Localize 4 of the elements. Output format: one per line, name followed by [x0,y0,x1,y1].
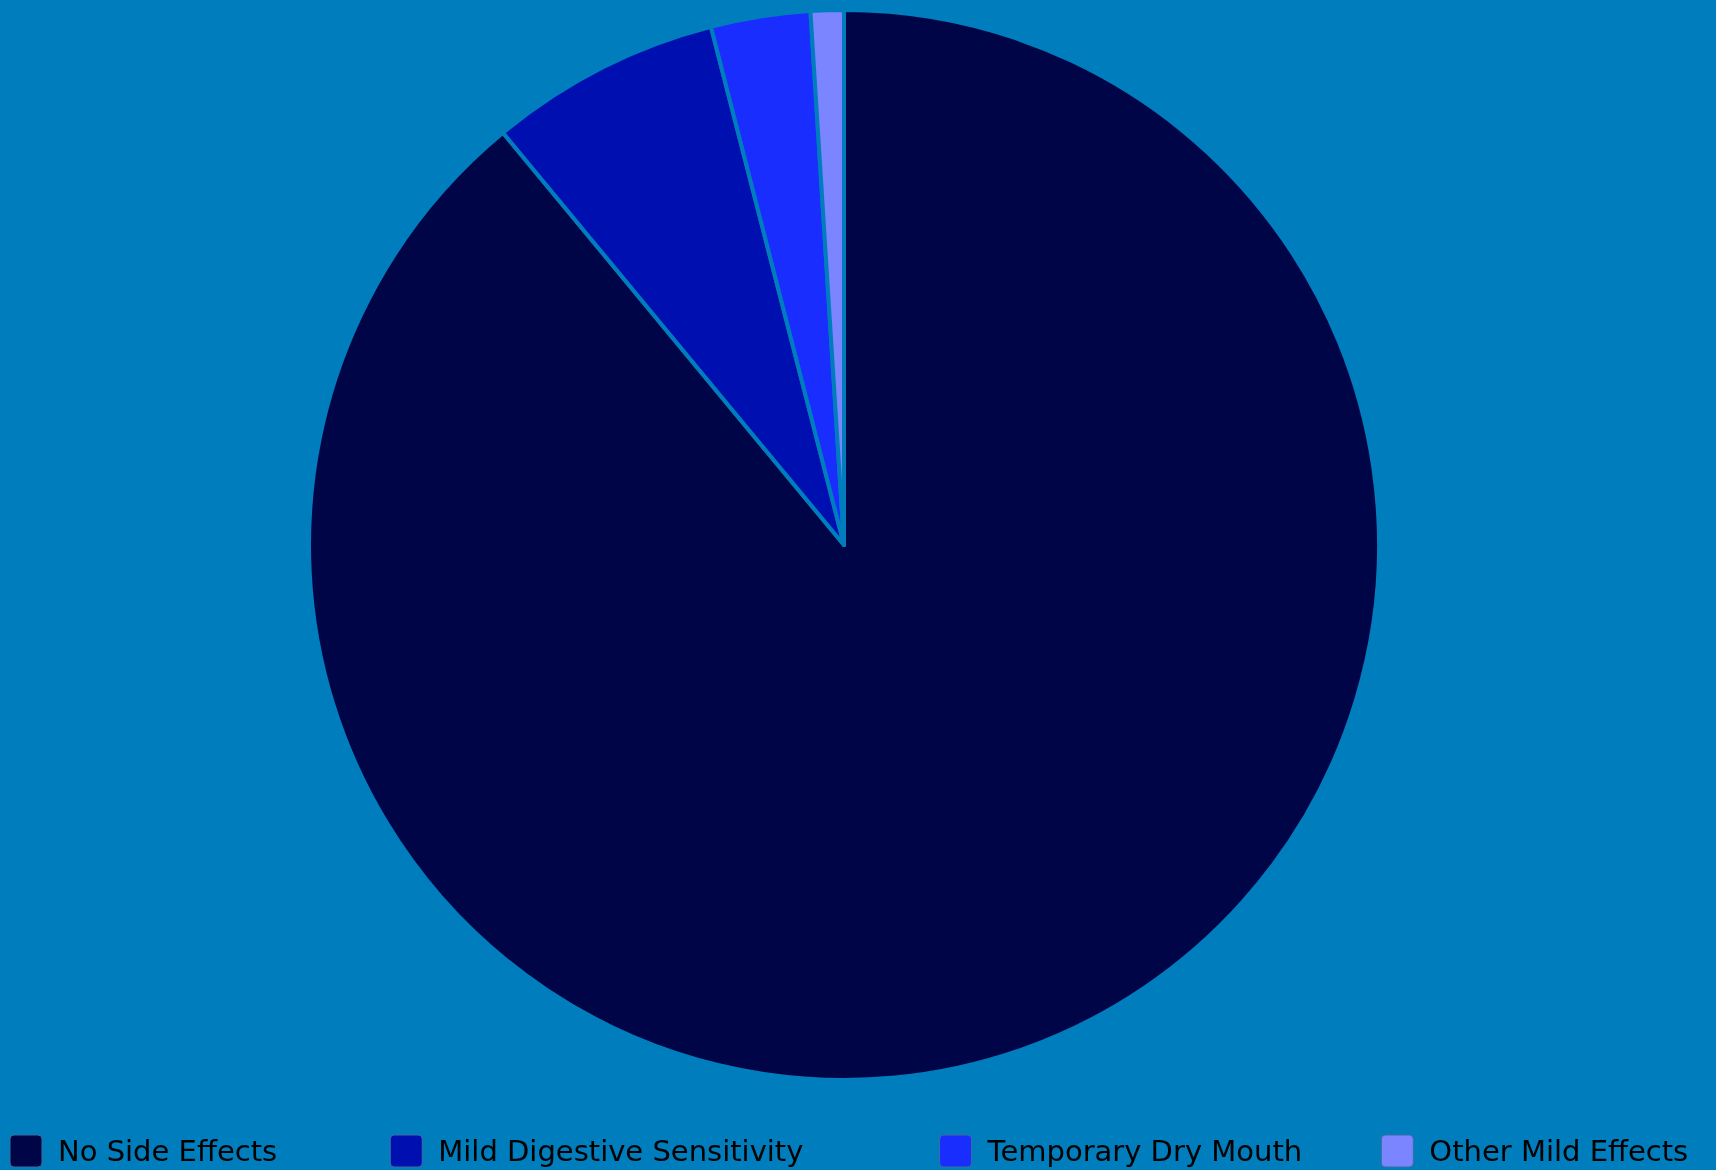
legend-label: Other Mild Effects [1429,1134,1689,1168]
legend-label: Mild Digestive Sensitivity [438,1134,804,1168]
legend-label: No Side Effects [58,1134,278,1168]
legend-label: Temporary Dry Mouth [986,1134,1303,1168]
